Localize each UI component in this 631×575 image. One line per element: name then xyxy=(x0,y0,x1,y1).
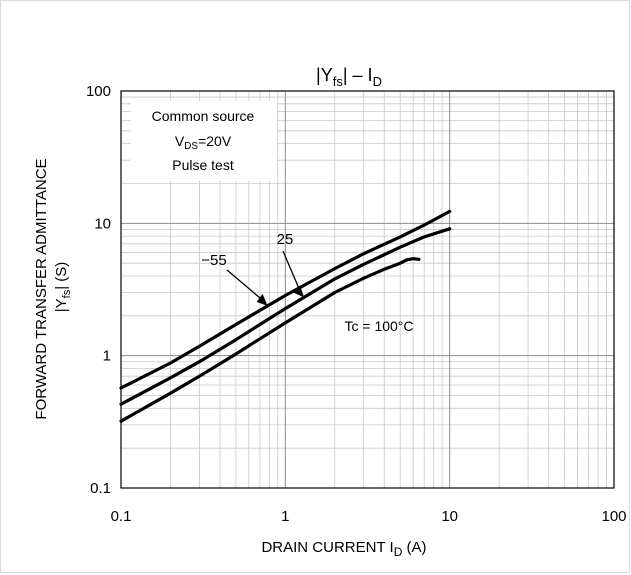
series-label-tc100: Tc = 100°C xyxy=(344,318,413,334)
annotation-arrow-25 xyxy=(282,250,302,294)
chart-title: |Yfs| – ID xyxy=(316,65,382,89)
annotation-layer: −55 25 Tc = 100°C xyxy=(201,231,413,334)
major-grid xyxy=(121,91,614,488)
plot-border xyxy=(120,90,615,489)
x-axis-label: DRAIN CURRENT ID (A) xyxy=(261,539,426,559)
condition-pulse-test: Pulse test xyxy=(172,157,234,173)
series-label-25: 25 xyxy=(277,231,294,248)
x-tick-label: 0.1 xyxy=(111,508,132,525)
y-tick-label: 1 xyxy=(103,348,111,365)
y-tick-label: 0.1 xyxy=(90,480,111,497)
x-tick-label: 10 xyxy=(441,508,458,525)
arrowhead-25 xyxy=(293,285,305,298)
tick-labels: 0.1 1 10 100 0.1 1 10 100 xyxy=(86,83,627,525)
y-tick-label: 10 xyxy=(94,215,111,232)
condition-vds: VDS=20V xyxy=(175,133,232,152)
y-axis-label-symbol: |Yfs| (S) xyxy=(53,262,73,313)
y-axis-label: FORWARD TRANSFER ADMITTANCE xyxy=(33,158,50,419)
series-line xyxy=(119,227,452,406)
conditions-box: Common source VDS=20V Pulse test xyxy=(131,101,277,181)
condition-common-source: Common source xyxy=(152,108,255,124)
x-tick-label: 1 xyxy=(281,508,289,525)
x-tick-label: 100 xyxy=(601,508,626,525)
y-tick-label: 100 xyxy=(86,83,111,100)
series-line xyxy=(119,209,452,390)
series-layer xyxy=(119,209,452,423)
arrowhead-minus55 xyxy=(256,293,268,306)
minor-grid xyxy=(121,91,614,488)
annotation-arrow-minus55 xyxy=(226,269,266,303)
series-label-minus55: −55 xyxy=(201,252,226,269)
series-line xyxy=(119,257,421,423)
